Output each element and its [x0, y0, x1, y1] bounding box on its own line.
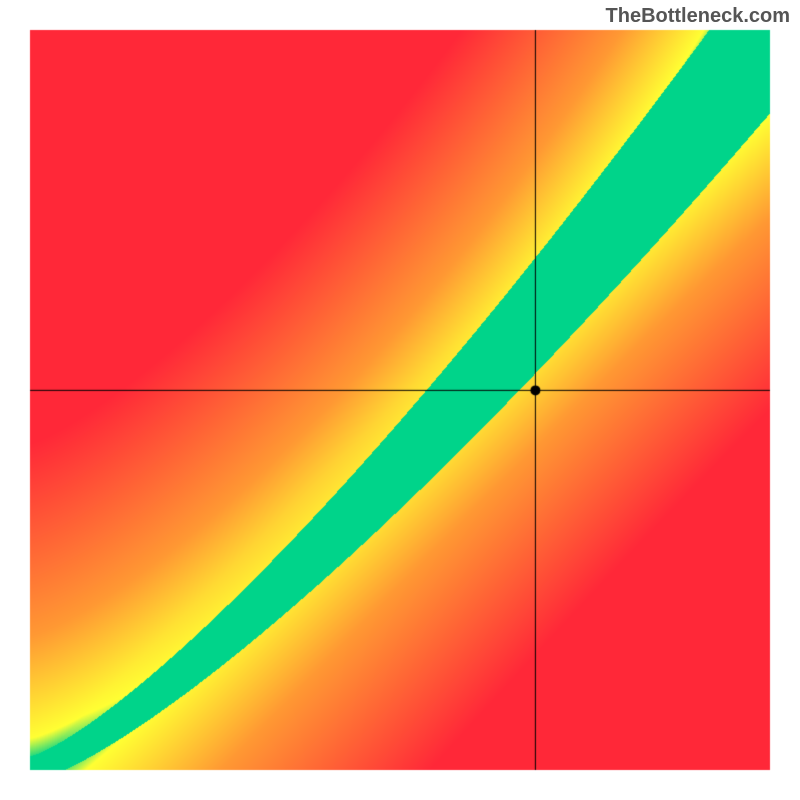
chart-container: TheBottleneck.com: [0, 0, 800, 800]
watermark-text: TheBottleneck.com: [606, 5, 790, 28]
heatmap-canvas: [0, 0, 800, 800]
